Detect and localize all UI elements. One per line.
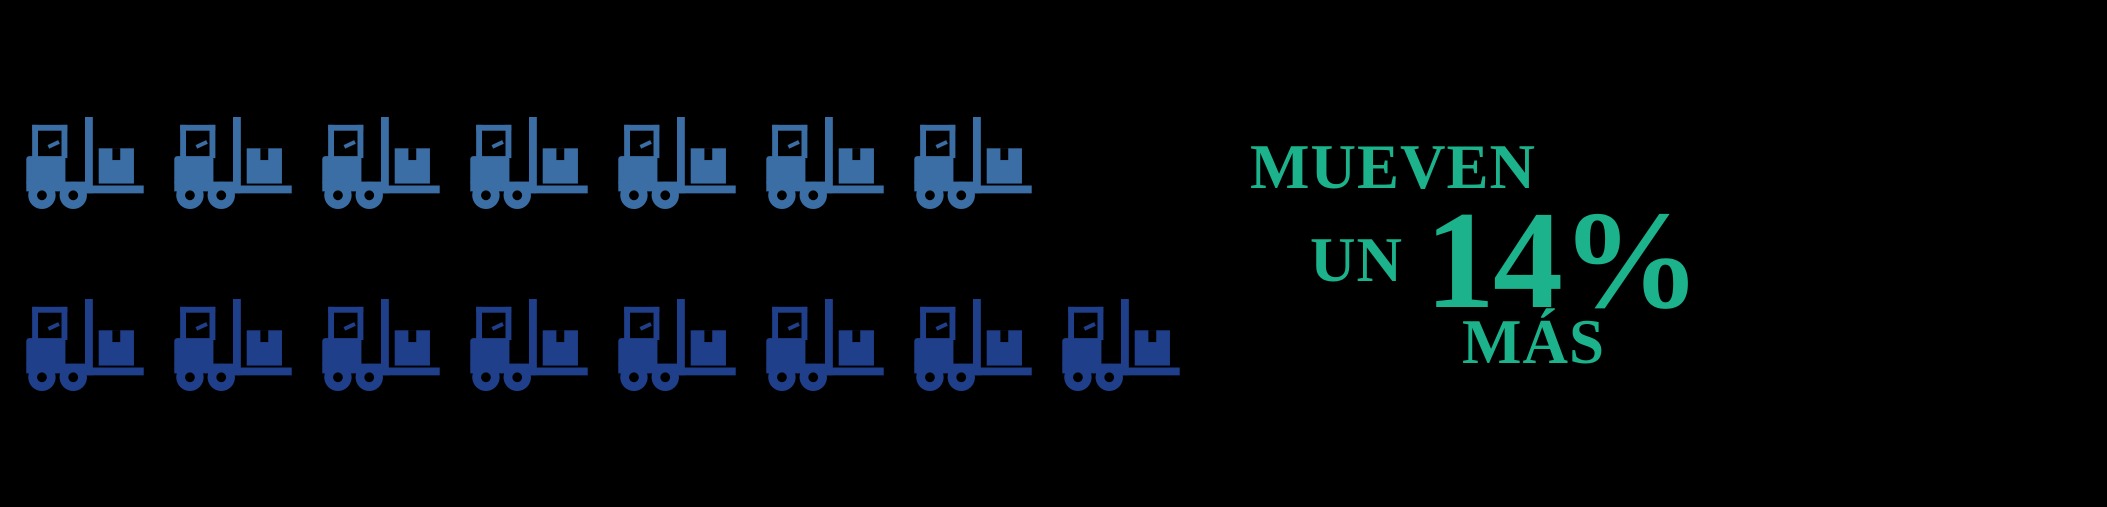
forklift-icon: [26, 117, 144, 209]
forklift-icon: [174, 117, 292, 209]
forklift-icon: [618, 117, 736, 209]
forklift-icon: [618, 299, 736, 391]
forklift-icon: [470, 117, 588, 209]
forklift-icon: [174, 299, 292, 391]
stat-block: MUEVEN UN 14% MÁS: [1180, 136, 2107, 371]
forklift-icon: [914, 299, 1032, 391]
forklift-icon: [766, 299, 884, 391]
stat-value: 14%: [1425, 201, 1699, 320]
forklift-icon: [322, 299, 440, 391]
icon-row-top: [26, 117, 1180, 209]
forklift-icon: [26, 299, 144, 391]
forklift-icon: [470, 299, 588, 391]
forklift-icon: [1062, 299, 1180, 391]
infographic-root: MUEVEN UN 14% MÁS: [0, 0, 2107, 507]
stat-line3: MÁS: [1462, 314, 1605, 371]
icon-row-bottom: [26, 299, 1180, 391]
stat-line2: UN: [1310, 229, 1403, 292]
forklift-icon: [766, 117, 884, 209]
forklift-icon: [322, 117, 440, 209]
icon-grid: [0, 117, 1180, 391]
forklift-icon: [914, 117, 1032, 209]
